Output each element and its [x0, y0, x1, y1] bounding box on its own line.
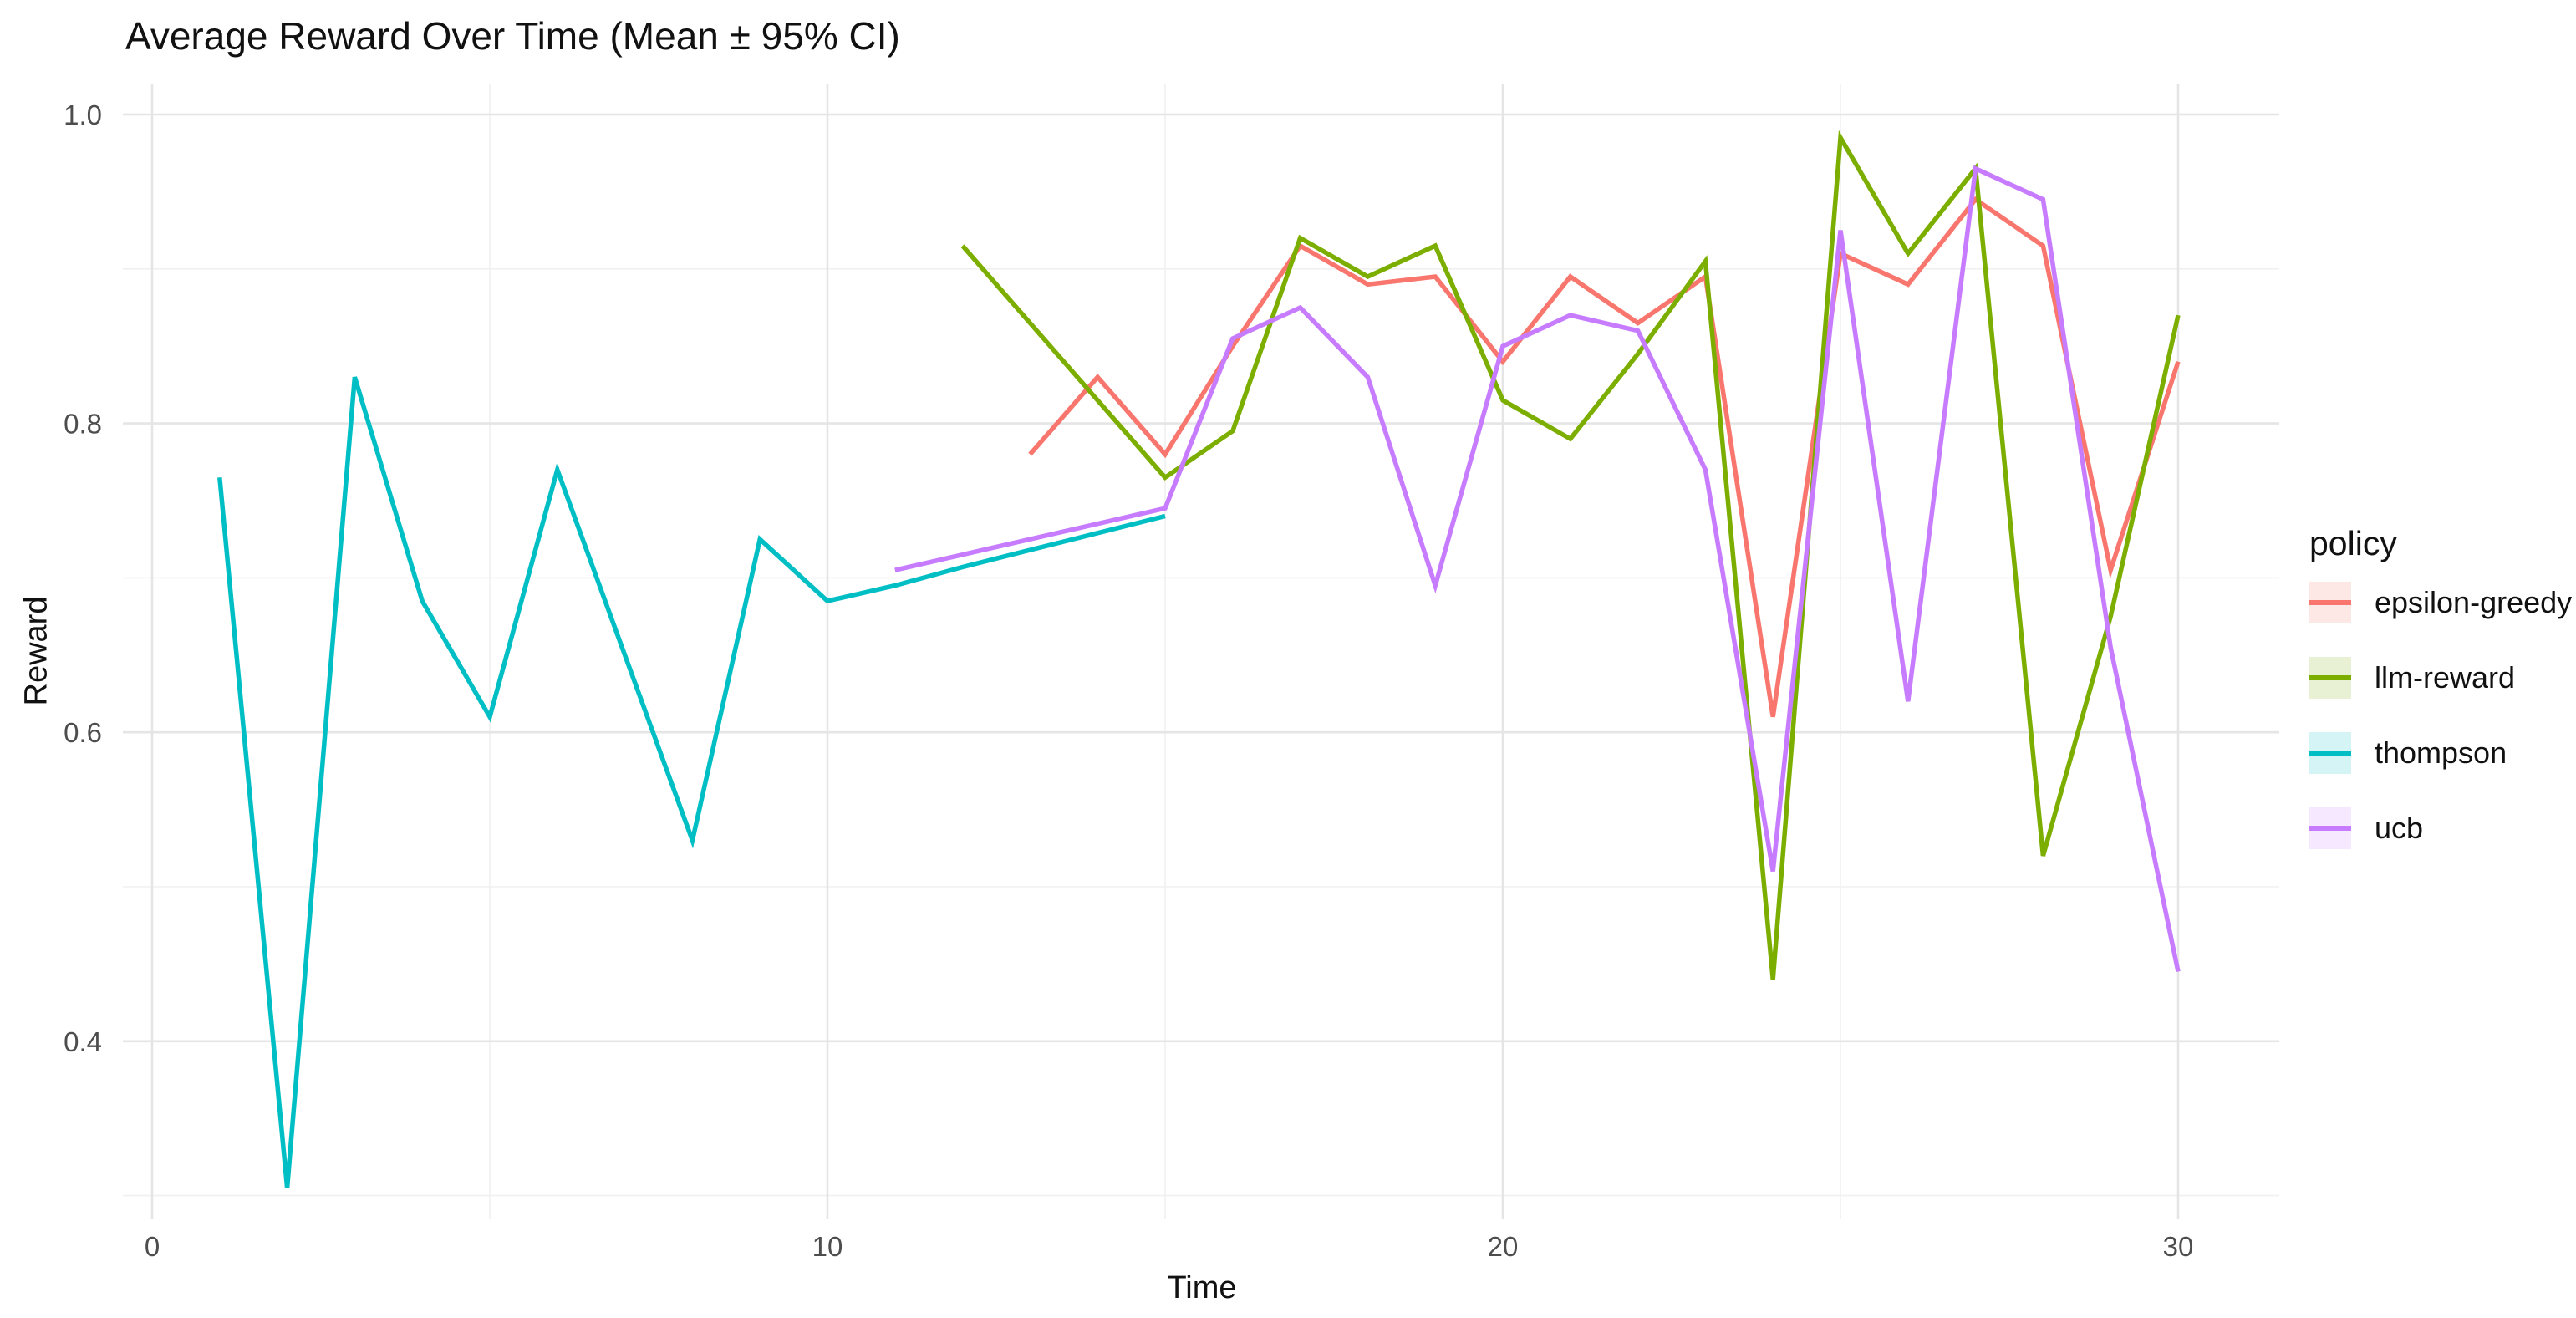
legend-item-label: epsilon-greedy	[2375, 585, 2573, 619]
legend-line-icon	[2309, 600, 2351, 605]
legend-item-ucb: ucb	[2309, 807, 2572, 849]
legend-key-swatch	[2309, 582, 2351, 623]
legend-key-swatch	[2309, 807, 2351, 849]
panel-background	[123, 84, 2279, 1219]
legend-item-epsilon-greedy: epsilon-greedy	[2309, 582, 2572, 623]
legend-item-label: llm-reward	[2375, 660, 2516, 695]
series-line-thompson	[217, 376, 1166, 1188]
y-tick-label: 0.4	[64, 1026, 102, 1057]
legend-key-swatch	[2309, 657, 2351, 699]
legend-item-llm-reward: llm-reward	[2309, 657, 2572, 699]
x-tick-label: 30	[2163, 1231, 2194, 1262]
series-line-ucb	[894, 165, 2181, 973]
legend: policy epsilon-greedy llm-reward thompso…	[2309, 523, 2572, 883]
y-tick-label: 0.6	[64, 717, 102, 748]
legend-key-swatch	[2309, 732, 2351, 774]
y-tick-label: 0.8	[64, 409, 102, 440]
x-tick-label: 20	[1488, 1231, 1519, 1262]
legend-line-icon	[2309, 675, 2351, 680]
x-tick-label: 0	[145, 1231, 160, 1262]
chart-title: Average Reward Over Time (Mean ± 95% CI)	[125, 14, 900, 58]
legend-item-label: ucb	[2375, 811, 2424, 845]
x-tick-label: 10	[812, 1231, 843, 1262]
y-tick-label: 1.0	[64, 99, 102, 130]
legend-title: policy	[2309, 524, 2397, 562]
legend-line-icon	[2309, 751, 2351, 756]
legend-item-thompson: thompson	[2309, 732, 2572, 774]
x-axis-title: Time	[1167, 1270, 1237, 1305]
legend-item-label: thompson	[2375, 735, 2507, 770]
y-axis-title: Reward	[18, 596, 54, 706]
legend-line-icon	[2309, 826, 2351, 831]
